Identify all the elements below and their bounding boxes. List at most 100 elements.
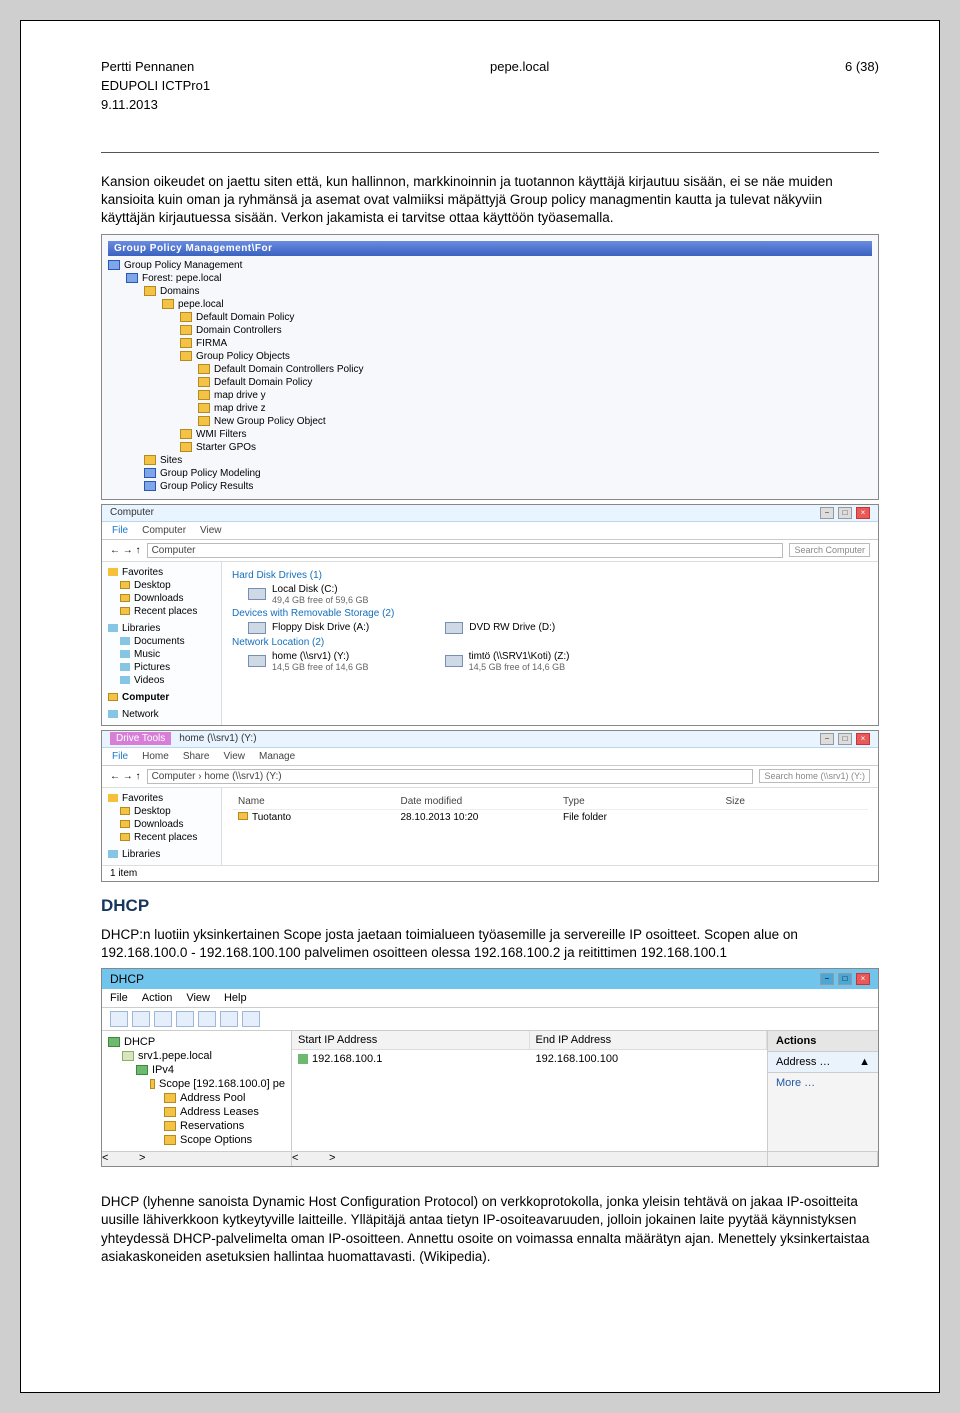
maximize-button[interactable] <box>838 733 852 745</box>
actions-pane: Actions Address …▲ More … <box>768 1031 878 1151</box>
nav-item[interactable]: Downloads <box>134 819 183 830</box>
minimize-button[interactable] <box>820 507 834 519</box>
gpm-sites[interactable]: Sites <box>160 455 182 466</box>
dhcp-row[interactable]: 192.168.100.1 192.168.100.100 <box>292 1050 767 1068</box>
tool-props-icon[interactable] <box>198 1011 216 1027</box>
nav-favorites[interactable]: Favorites <box>122 793 163 804</box>
ribbon-tab[interactable]: File <box>112 525 128 536</box>
gpm-item[interactable]: map drive z <box>214 403 266 414</box>
ribbon-tab[interactable]: Home <box>142 751 169 762</box>
file-row[interactable]: Tuotanto 28.10.2013 10:20 File folder <box>232 810 868 825</box>
close-button[interactable] <box>856 507 870 519</box>
search-input[interactable]: Search home (\\srv1) (Y:) <box>759 769 870 783</box>
tool-fwd-icon[interactable] <box>132 1011 150 1027</box>
gpm-item[interactable]: Domain Controllers <box>196 325 282 336</box>
gpm-item[interactable]: Starter GPOs <box>196 442 256 453</box>
gpm-item[interactable]: WMI Filters <box>196 429 247 440</box>
drive-floppy[interactable]: Floppy Disk Drive (A:) <box>272 622 369 633</box>
folder-icon <box>120 581 130 589</box>
explorer-computer-screenshot: Computer File Computer View ← → ↑ Comput… <box>101 504 879 726</box>
gpm-item[interactable]: Default Domain Policy <box>214 377 312 388</box>
drive-dvd[interactable]: DVD RW Drive (D:) <box>469 622 555 633</box>
nav-item[interactable]: Documents <box>134 636 185 647</box>
netdrive-z[interactable]: timtö (\\SRV1\Koti) (Z:) <box>469 651 570 662</box>
tree-res[interactable]: Reservations <box>180 1120 244 1132</box>
nav-libraries[interactable]: Libraries <box>122 849 160 860</box>
gpm-item[interactable]: FIRMA <box>196 338 227 349</box>
gpm-item[interactable]: map drive y <box>214 390 266 401</box>
menu-file[interactable]: File <box>110 992 128 1004</box>
scrollbars[interactable]: < > < > <box>102 1151 878 1166</box>
gpm-forest[interactable]: Forest: pepe.local <box>142 273 222 284</box>
nav-item[interactable]: Desktop <box>134 580 171 591</box>
netdrive-y[interactable]: home (\\srv1) (Y:) <box>272 651 369 662</box>
nav-favorites[interactable]: Favorites <box>122 567 163 578</box>
nav-item[interactable]: Downloads <box>134 593 183 604</box>
gpm-results[interactable]: Group Policy Results <box>160 481 253 492</box>
paragraph-2: DHCP:n luotiin yksinkertainen Scope jost… <box>101 926 879 962</box>
nav-item[interactable]: Desktop <box>134 806 171 817</box>
tree-root[interactable]: DHCP <box>124 1036 155 1048</box>
ribbon-tab[interactable]: View <box>224 751 246 762</box>
col-type[interactable]: Type <box>563 796 706 807</box>
dhcp-list: Start IP Address End IP Address 192.168.… <box>292 1031 768 1151</box>
tree-srv[interactable]: srv1.pepe.local <box>138 1050 212 1062</box>
gpm-item[interactable]: Group Policy Objects <box>196 351 290 362</box>
maximize-button[interactable] <box>838 507 852 519</box>
col-end-ip[interactable]: End IP Address <box>530 1031 768 1049</box>
chevron-up-icon[interactable]: ▲ <box>859 1056 870 1068</box>
drive-tools-tab[interactable]: Drive Tools <box>110 732 171 745</box>
nav-item[interactable]: Recent places <box>134 832 197 843</box>
gpm-item[interactable]: New Group Policy Object <box>214 416 326 427</box>
tool-up-icon[interactable] <box>154 1011 172 1027</box>
menu-view[interactable]: View <box>186 992 210 1004</box>
close-button[interactable] <box>856 973 870 985</box>
tree-opts[interactable]: Scope Options <box>180 1134 252 1146</box>
col-start-ip[interactable]: Start IP Address <box>292 1031 530 1049</box>
nav-network[interactable]: Network <box>122 709 159 720</box>
gpm-item[interactable]: Default Domain Policy <box>196 312 294 323</box>
nav-item[interactable]: Music <box>134 649 160 660</box>
tool-back-icon[interactable] <box>110 1011 128 1027</box>
tree-pool[interactable]: Address Pool <box>180 1092 245 1104</box>
maximize-button[interactable] <box>838 973 852 985</box>
ribbon-tab[interactable]: Manage <box>259 751 295 762</box>
address-bar[interactable]: Computer <box>147 543 784 558</box>
menu-action[interactable]: Action <box>142 992 173 1004</box>
ribbon-tab[interactable]: Computer <box>142 525 186 536</box>
nav-computer[interactable]: Computer <box>122 692 169 703</box>
minimize-button[interactable] <box>820 733 834 745</box>
gpm-item[interactable]: Default Domain Controllers Policy <box>214 364 364 375</box>
gpm-modeling[interactable]: Group Policy Modeling <box>160 468 261 479</box>
drive-local[interactable]: Local Disk (C:) <box>272 584 369 595</box>
nav-item[interactable]: Pictures <box>134 662 170 673</box>
tool-help-icon[interactable] <box>220 1011 238 1027</box>
close-button[interactable] <box>856 733 870 745</box>
search-input[interactable]: Search Computer <box>789 543 870 557</box>
ribbon-tab[interactable]: Share <box>183 751 210 762</box>
gpm-root[interactable]: Group Policy Management <box>124 260 242 271</box>
ribbon-tab[interactable]: File <box>112 751 128 762</box>
col-size[interactable]: Size <box>726 796 869 807</box>
gpm-domain[interactable]: pepe.local <box>178 299 224 310</box>
tool-refresh-icon[interactable] <box>176 1011 194 1027</box>
address-bar[interactable]: Computer › home (\\srv1) (Y:) <box>147 769 754 784</box>
gpm-domains[interactable]: Domains <box>160 286 199 297</box>
tree-scope[interactable]: Scope [192.168.100.0] pe <box>159 1078 285 1090</box>
tree-leases[interactable]: Address Leases <box>180 1106 259 1118</box>
actions-more[interactable]: More … <box>768 1073 878 1093</box>
col-name[interactable]: Name <box>238 796 381 807</box>
nav-libraries[interactable]: Libraries <box>122 623 160 634</box>
ribbon-tab[interactable]: View <box>200 525 222 536</box>
col-date[interactable]: Date modified <box>401 796 544 807</box>
folder-icon <box>120 807 130 815</box>
minimize-button[interactable] <box>820 973 834 985</box>
menu-help[interactable]: Help <box>224 992 247 1004</box>
folder-icon <box>164 1121 176 1131</box>
tool-extra-icon[interactable] <box>242 1011 260 1027</box>
actions-address[interactable]: Address … <box>776 1056 830 1068</box>
nav-item[interactable]: Videos <box>134 675 164 686</box>
folder-icon <box>144 286 156 296</box>
tree-ipv4[interactable]: IPv4 <box>152 1064 174 1076</box>
nav-item[interactable]: Recent places <box>134 606 197 617</box>
